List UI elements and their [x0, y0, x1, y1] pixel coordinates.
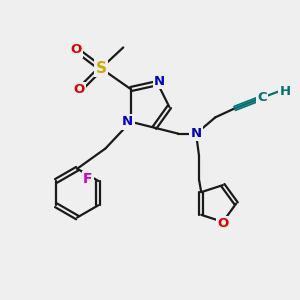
Text: F: F: [83, 172, 93, 186]
Text: O: O: [70, 43, 81, 56]
Text: O: O: [73, 83, 84, 96]
Text: N: N: [190, 127, 202, 140]
Text: N: N: [122, 115, 133, 128]
Text: C: C: [257, 92, 267, 104]
Text: H: H: [280, 85, 291, 98]
Text: O: O: [217, 217, 229, 230]
Text: N: N: [154, 75, 165, 88]
Text: S: S: [95, 61, 106, 76]
